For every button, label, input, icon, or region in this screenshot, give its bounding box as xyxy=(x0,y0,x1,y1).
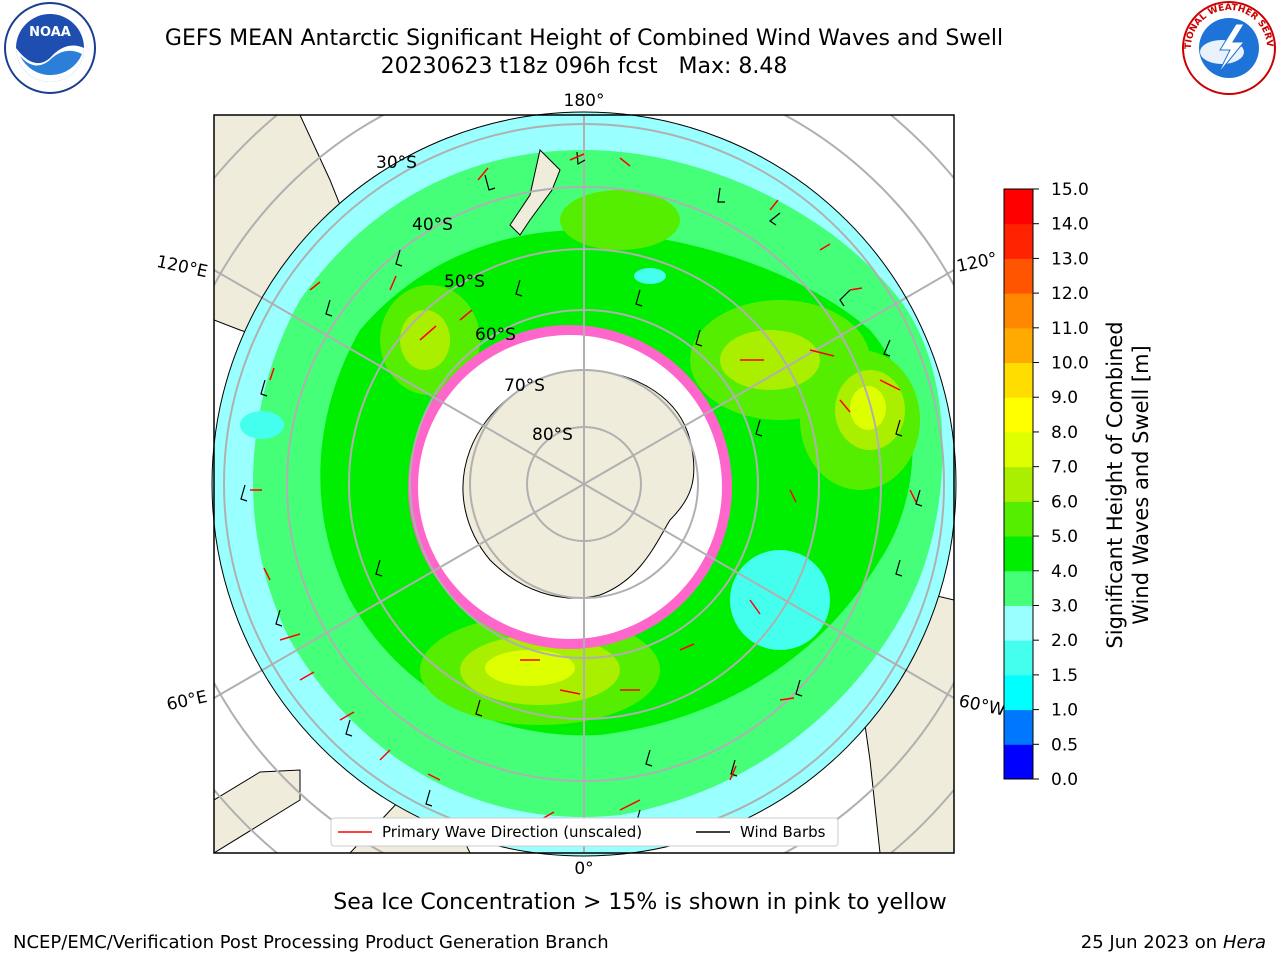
graticule-meridians xyxy=(214,115,954,853)
lon-label-120w: 120° xyxy=(955,249,999,277)
colorbar-segment xyxy=(1004,223,1033,259)
colorbar-tick-label: 10.0 xyxy=(1051,354,1089,374)
footer-date-text: 25 Jun 2023 on xyxy=(1080,932,1218,953)
colorbar-segment xyxy=(1004,362,1033,398)
latitude-labels: 30°S 40°S 50°S 60°S 70°S 80°S xyxy=(376,153,573,445)
colorbar-tick-label: 2.0 xyxy=(1051,631,1078,651)
colorbar-segment xyxy=(1004,536,1033,572)
footer-system: Hera xyxy=(1222,932,1266,953)
legend-wave-label: Primary Wave Direction (unscaled) xyxy=(382,823,642,841)
colorbar-tick-label: 0.5 xyxy=(1051,735,1078,755)
chart-title: GEFS MEAN Antarctic Significant Height o… xyxy=(164,26,1004,51)
nws-logo: NATIONAL WEATHER SERVICE xyxy=(0,0,1276,95)
noaa-logo: NOAA xyxy=(4,2,96,94)
lat-label-50s: 50°S xyxy=(444,272,485,292)
colorbar-tick-label: 12.0 xyxy=(1051,284,1089,304)
lon-label-120e: 120°E xyxy=(155,252,210,282)
colorbar-segment xyxy=(1004,744,1033,780)
colorbar-tick-label: 1.0 xyxy=(1051,701,1078,721)
colorbar-tick-label: 5.0 xyxy=(1051,527,1078,547)
colorbar-segment xyxy=(1004,501,1033,537)
colorbar-tick-label: 1.5 xyxy=(1051,666,1078,686)
colorbar-segment xyxy=(1004,293,1033,329)
colorbar-segment xyxy=(1004,709,1033,745)
noaa-logo-text: NOAA xyxy=(29,25,71,40)
colorbar-tick-label: 6.0 xyxy=(1051,492,1078,512)
colorbar-segment xyxy=(1004,189,1033,225)
footer-branch: NCEP/EMC/Verification Post Processing Pr… xyxy=(13,932,609,953)
colorbar-tick-label: 3.0 xyxy=(1051,596,1078,616)
colorbar-segment xyxy=(1004,327,1033,364)
colorbar-tick-label: 9.0 xyxy=(1051,388,1078,408)
colorbar-segment xyxy=(1004,466,1033,502)
colorbar-tick-label: 14.0 xyxy=(1051,215,1089,235)
colorbar-tick-label: 11.0 xyxy=(1051,319,1089,339)
colorbar-segment xyxy=(1004,674,1033,711)
colorbar-segment xyxy=(1004,397,1033,433)
colorbar-segment xyxy=(1004,258,1033,294)
footer-date: 25 Jun 2023 on Hera xyxy=(1081,932,1266,953)
lat-label-80s: 80°S xyxy=(532,425,573,445)
colorbar-segment xyxy=(1004,570,1033,606)
colorbar-segment xyxy=(1004,640,1033,676)
lat-label-30s: 30°S xyxy=(376,153,417,173)
colorbar-label-line2: Wind Waves and Swell [m] xyxy=(1129,345,1153,625)
nws-logo-text: NATIONAL WEATHER SERVICE xyxy=(0,0,1274,49)
colorbar-tick-label: 8.0 xyxy=(1051,423,1078,443)
lon-label-0: 0° xyxy=(574,859,593,879)
lon-label-180: 180° xyxy=(564,91,605,111)
chart-subtitle: 20230623 t18z 096h fcst Max: 8.48 xyxy=(380,54,788,79)
lon-label-60e: 60°E xyxy=(165,687,209,715)
lat-label-60s: 60°S xyxy=(475,325,516,345)
lon-label-60w: 60°W xyxy=(957,691,1007,720)
colorbar-label-line1: Significant Height of Combined xyxy=(1103,321,1127,649)
sea-ice-note: Sea Ice Concentration > 15% is shown in … xyxy=(333,890,947,915)
map-frame xyxy=(213,114,955,854)
colorbar: 0.0 0.5 1.0 1.5 2.0 3.0 4.0 5.0 6.0 7.0 8.0 9.0 10.0… xyxy=(1003,180,1089,790)
lat-label-70s: 70°S xyxy=(504,376,545,396)
colorbar-tick-label: 0.0 xyxy=(1051,770,1078,790)
colorbar-tick-label: 4.0 xyxy=(1051,562,1078,582)
map-disc-outline xyxy=(211,111,957,857)
wave-direction-arrows xyxy=(250,153,917,821)
map-legend: Primary Wave Direction (unscaled) Wind B… xyxy=(330,817,839,847)
legend-wind-label: Wind Barbs xyxy=(740,823,826,841)
colorbar-tick-label: 15.0 xyxy=(1051,180,1089,200)
colorbar-border xyxy=(1003,188,1034,780)
colorbar-segment xyxy=(1004,431,1033,468)
colorbar-tick-label: 13.0 xyxy=(1051,249,1089,269)
colorbar-tick-label: 7.0 xyxy=(1051,458,1078,478)
colorbar-segment xyxy=(1004,605,1033,641)
lat-label-40s: 40°S xyxy=(412,215,453,235)
